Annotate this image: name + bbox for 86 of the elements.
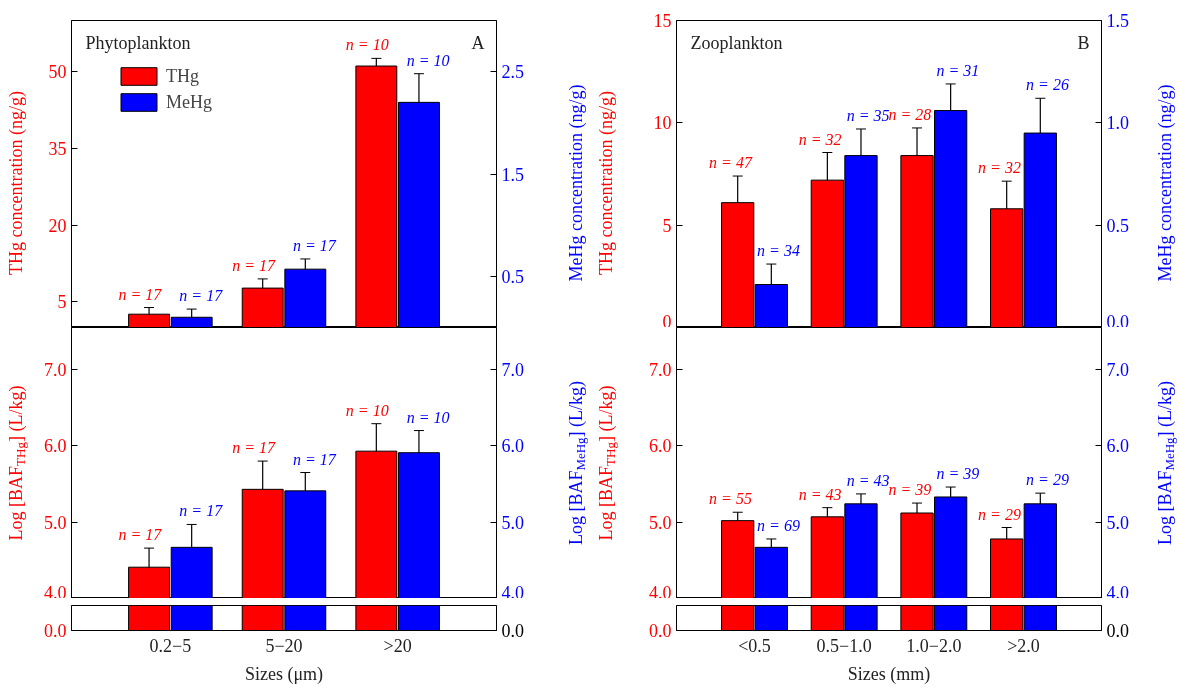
y-tick-label: 50 (48, 62, 67, 83)
y2-axis-title: Log [BAFMeHg] (L/kg) (1154, 380, 1177, 546)
y-tick-label: 5 (57, 292, 67, 313)
annotation: n = 29 (978, 505, 1021, 523)
x-tick-label: >2.0 (1007, 635, 1040, 656)
x-tick-label: 0.2−5 (149, 635, 192, 656)
annotation: n = 10 (345, 401, 389, 419)
y-tick-label: 10 (653, 113, 672, 134)
y2-tick-label: 6.0 (1106, 436, 1129, 457)
y-tick-label: 6.0 (649, 436, 672, 457)
y-axis-title: Log [BAFTHg] (L/kg) (595, 385, 618, 541)
annotation: n = 17 (179, 502, 224, 520)
y2-tick-label: 4.0 (501, 582, 524, 603)
y-tick-label: 20 (48, 215, 67, 236)
annotation: n = 69 (757, 516, 800, 534)
annotation: n = 17 (293, 236, 337, 254)
y2-tick-label: 1.0 (1106, 113, 1129, 134)
annotation: n = 28 (888, 105, 932, 123)
y-tick-label: 5.0 (649, 512, 672, 533)
y-tick-label: 7.0 (44, 359, 67, 380)
legend-label: THg (166, 65, 199, 87)
x-axis-title: Sizes (mm) (847, 663, 931, 685)
annotation: n = 17 (118, 285, 163, 303)
annotation: n = 32 (978, 159, 1021, 177)
text: 0.0 (649, 621, 672, 641)
annotation: n = 17 (293, 450, 337, 468)
y2-tick-label: 0.5 (501, 266, 524, 287)
y2-axis-title: MeHg concentration (ng/g) (565, 84, 587, 282)
y-axis-title: Log [BAFTHg] (L/kg) (5, 385, 28, 541)
y2-tick-label: 1.5 (1106, 11, 1129, 31)
y-tick-label: 15 (653, 11, 672, 31)
y2-tick-label: 6.0 (501, 436, 524, 457)
x-tick-label: 5−20 (265, 635, 303, 656)
annotation: n = 39 (936, 465, 980, 483)
y-tick-label: 7.0 (649, 359, 672, 380)
y2-axis-title: MeHg concentration (ng/g) (1154, 84, 1176, 282)
annotation: n = 10 (345, 36, 389, 54)
y-tick-label: 5 (662, 215, 672, 236)
y-tick-label: 0 (662, 311, 672, 332)
y-tick-label: 35 (48, 138, 67, 159)
y2-tick-label: 1.5 (501, 164, 524, 185)
x-tick-label: <0.5 (738, 635, 771, 656)
x-tick-label: >20 (383, 635, 412, 656)
y-axis-title: THg concentration (ng/g) (5, 91, 27, 275)
annotation: n = 10 (406, 408, 450, 426)
y2-tick-label: 0.0 (1106, 311, 1129, 332)
y-tick-label: 5.0 (44, 512, 67, 533)
annotation: B (1077, 32, 1090, 53)
annotation: n = 17 (118, 526, 163, 544)
y2-tick-label: 4.0 (1106, 582, 1129, 603)
annotation: n = 17 (232, 256, 276, 274)
y-axis-title: THg concentration (ng/g) (595, 91, 617, 275)
annotation: n = 39 (888, 481, 932, 499)
y2-tick-label: 5.0 (501, 512, 524, 533)
x-tick-label: 0.5−1.0 (816, 635, 872, 656)
text: Phytoplankton (85, 32, 191, 53)
annotation: n = 47 (709, 154, 753, 172)
y-tick-label: 4.0 (44, 582, 67, 603)
y-tick-label: 4.0 (649, 582, 672, 603)
annotation: n = 10 (406, 51, 450, 69)
annotation: n = 17 (232, 439, 276, 457)
x-tick-label: 1.0−2.0 (906, 635, 962, 656)
y2-tick-label: 2.5 (501, 62, 524, 83)
annotation: n = 55 (709, 490, 752, 508)
x-axis-title: Sizes (μm) (244, 663, 324, 685)
annotation: n = 34 (757, 242, 800, 260)
annotation: n = 35 (846, 106, 890, 124)
annotation: n = 26 (1026, 76, 1069, 94)
annotation: n = 32 (798, 130, 842, 148)
y2-tick-label: 7.0 (1106, 359, 1129, 380)
annotation: n = 43 (798, 485, 842, 503)
annotation: n = 29 (1026, 471, 1069, 489)
text: 0.0 (44, 621, 67, 641)
y-tick-label: 6.0 (44, 436, 67, 457)
legend-label: MeHg (166, 91, 212, 113)
text: 0.0 (501, 621, 524, 641)
y2-tick-label: 7.0 (501, 359, 524, 380)
y2-axis-title: Log [BAFMeHg] (L/kg) (565, 380, 588, 546)
text: Zooplankton (690, 32, 783, 53)
annotation: A (471, 32, 485, 53)
annotation: n = 17 (179, 287, 224, 305)
text: 0.0 (1106, 621, 1129, 641)
y2-tick-label: 0.5 (1106, 215, 1129, 236)
annotation: n = 31 (936, 61, 980, 79)
y2-tick-label: 5.0 (1106, 512, 1129, 533)
annotation: n = 43 (846, 471, 890, 489)
